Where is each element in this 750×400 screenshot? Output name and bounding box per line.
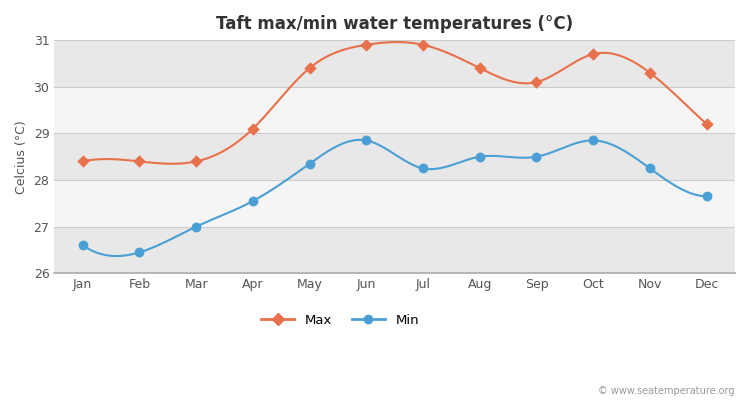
Point (644, 70, 656, 76)
Y-axis label: Celcius (°C): Celcius (°C) (15, 120, 28, 194)
Title: Taft max/min water temperatures (°C): Taft max/min water temperatures (°C) (216, 15, 573, 33)
Point (474, 65, 486, 71)
Point (304, 65, 316, 71)
Point (190, 158, 202, 164)
Point (587, 51, 599, 57)
Point (134, 158, 146, 164)
Bar (54, 227, 735, 273)
Point (700, 193, 712, 200)
Point (417, 42, 429, 48)
Point (474, 154, 486, 160)
Legend: Max, Min: Max, Min (256, 308, 424, 332)
Point (76, 242, 88, 248)
Point (247, 126, 259, 132)
Point (190, 224, 202, 230)
Point (587, 137, 599, 144)
Bar (54, 87, 735, 134)
Bar (54, 40, 735, 87)
Point (530, 79, 542, 85)
Point (360, 137, 372, 144)
Point (417, 165, 429, 172)
Point (76, 158, 88, 164)
Point (700, 121, 712, 127)
Text: © www.seatemperature.org: © www.seatemperature.org (598, 386, 735, 396)
Point (134, 249, 146, 256)
Point (247, 198, 259, 204)
Point (530, 154, 542, 160)
Point (304, 160, 316, 167)
Point (360, 42, 372, 48)
Bar (54, 180, 735, 227)
Point (644, 165, 656, 172)
Bar (54, 134, 735, 180)
